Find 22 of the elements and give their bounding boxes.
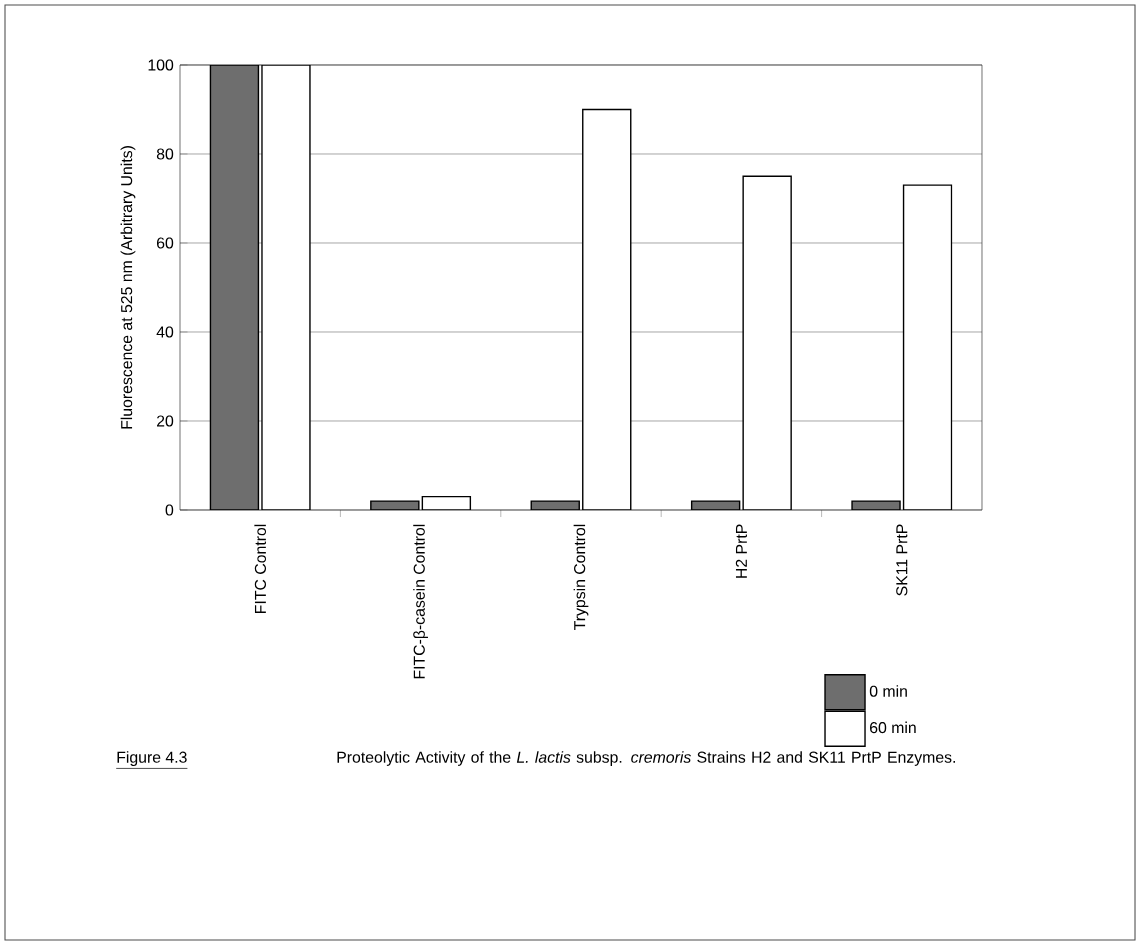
caption: Figure 4.3 (117, 751, 187, 766)
legend-label: 60 min (870, 721, 916, 734)
x-tick-label: SK11 PrtP (896, 524, 908, 596)
legend-label: 0 min (869, 685, 907, 697)
bar (902, 184, 953, 510)
x-tick-label: Trypsin Control (573, 524, 589, 630)
y-tick-label: 20 (157, 415, 174, 427)
bar (742, 175, 792, 510)
x-tick-label: FITC Control (254, 524, 267, 613)
y-tick-label: 80 (156, 148, 174, 160)
y-tick-label: 100 (148, 59, 174, 71)
text: Proteolytic Activity of the L. lactis subsp. cremoris Strains H2 and SK11 PrtP Enzymes. (337, 751, 955, 766)
bar (209, 64, 260, 510)
y-tick-label: 60 (157, 237, 174, 249)
y-axis-title: Fluorescence at 525 nm (Arbitrary Units) (120, 146, 136, 429)
bar (421, 495, 472, 510)
y-tick-label: 0 (165, 504, 174, 516)
x-tick-label: H2 PrtP (735, 524, 747, 578)
bar (582, 108, 632, 510)
bar (261, 64, 311, 510)
x-tick-label: FITC-β-casein Control (413, 524, 428, 679)
y-tick-label: 40 (156, 326, 174, 338)
